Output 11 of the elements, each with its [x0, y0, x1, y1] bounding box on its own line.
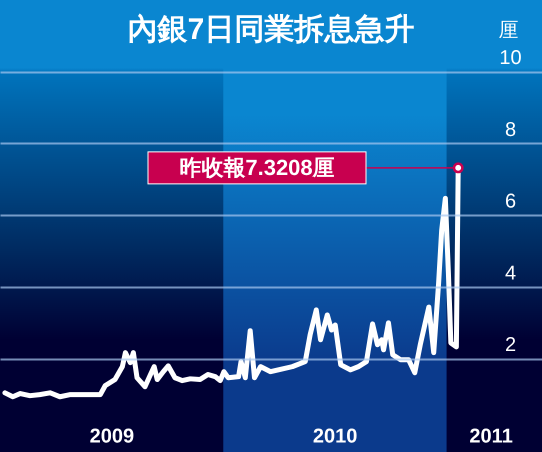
chart-title: 內銀7日同業拆息急升	[128, 13, 414, 46]
x-tick-label: 2009	[90, 426, 134, 448]
annotation: 昨收報7.3208厘	[179, 154, 335, 180]
x-tick-label: 2010	[312, 426, 358, 448]
y-tick-label: 10	[499, 47, 522, 70]
y-tick-label: 4	[504, 262, 516, 284]
y-tick-label: 6	[504, 190, 516, 213]
y-tick-label: 8	[504, 118, 516, 141]
x-tick-label: 2011	[469, 426, 513, 448]
y-axis-title: 厘	[498, 20, 518, 42]
y-tick-label: 2	[504, 334, 516, 356]
